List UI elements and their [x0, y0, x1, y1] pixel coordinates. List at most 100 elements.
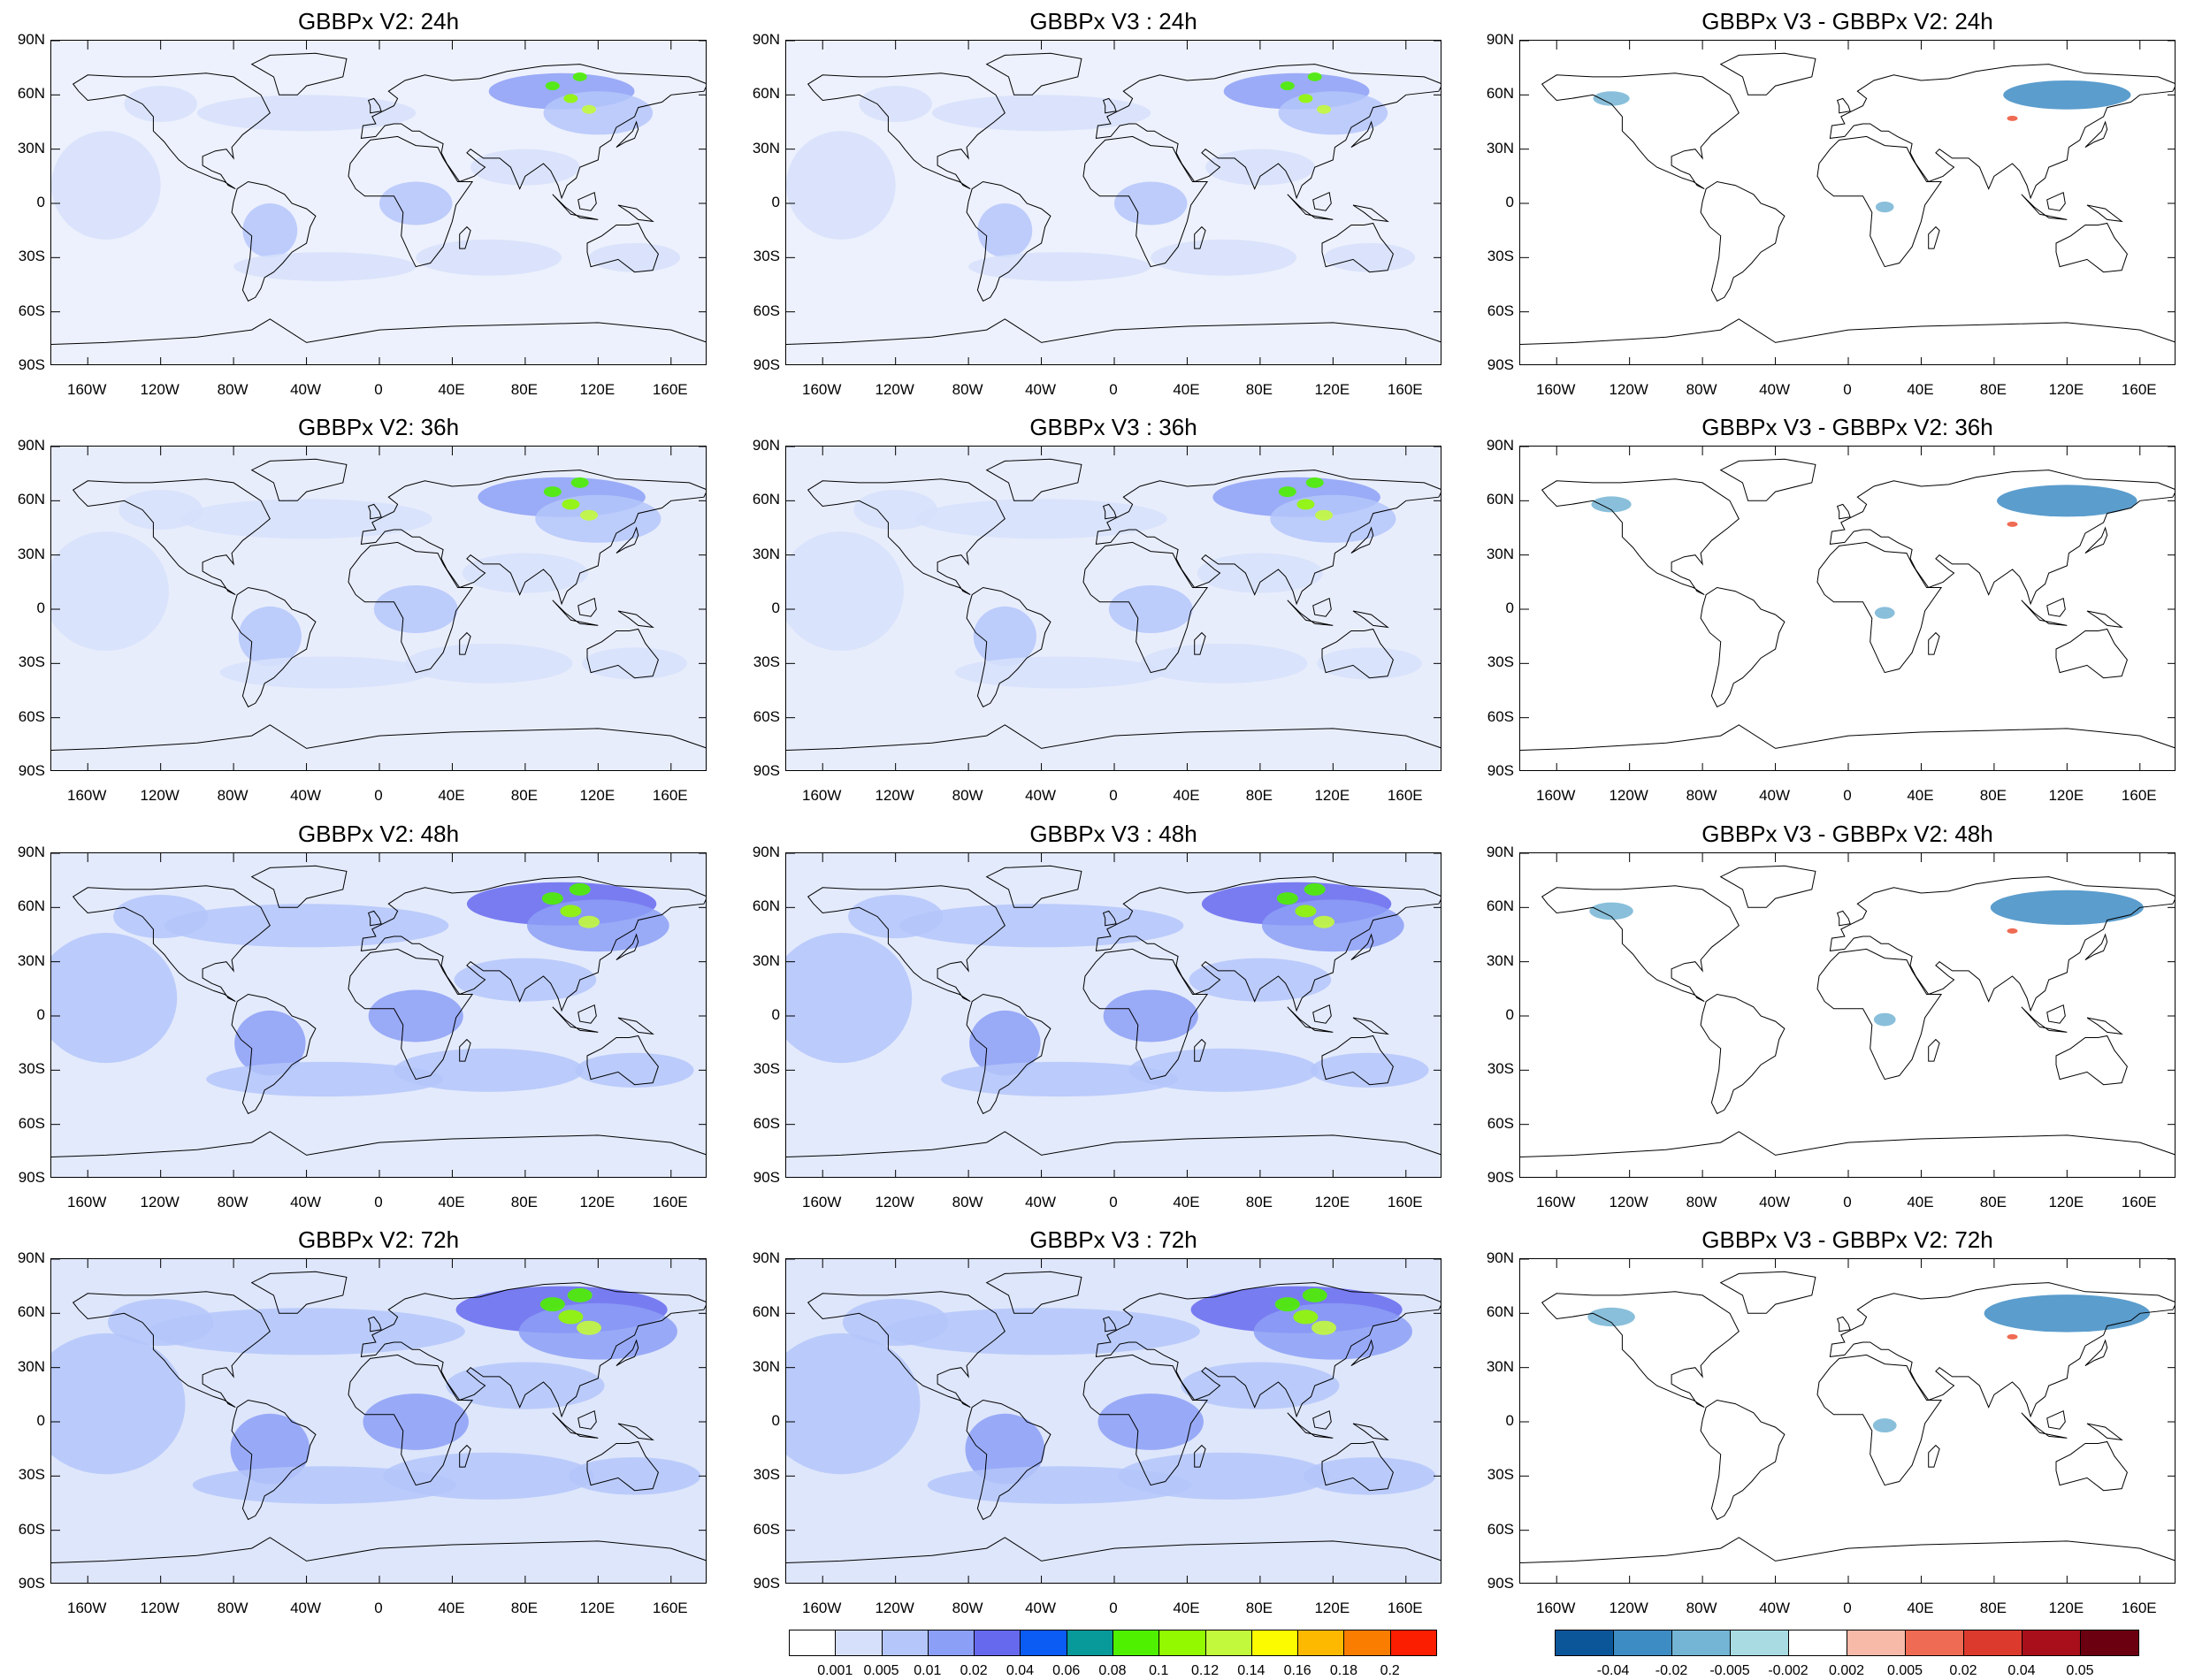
- longitude-label: 160E: [1387, 787, 1423, 804]
- concentration-plume: [446, 1362, 605, 1409]
- concentration-plume: [786, 531, 904, 652]
- concentration-plume: [242, 203, 298, 258]
- latitude-label: 0: [36, 194, 45, 210]
- concentration-hotspot: [1313, 915, 1335, 928]
- concentration-plume: [51, 131, 161, 240]
- concentration-hotspot: [545, 81, 560, 91]
- longitude-label: 160W: [67, 787, 107, 804]
- concentration-plume: [233, 252, 417, 281]
- map-panel: GBBPx V3 - GBBPx V2: 48h 90N 60N 30N 0 30S 60S…: [1487, 821, 2176, 1210]
- latitude-label: 30S: [18, 653, 45, 671]
- coastline-uk: [367, 1316, 382, 1333]
- panel-title: GBBPx V2: 24h: [297, 8, 460, 34]
- concentration-hotspot: [1295, 905, 1317, 918]
- map-frame: [785, 446, 1441, 771]
- coastline-greenland: [1719, 458, 1816, 501]
- coastline-borneo: [1312, 1409, 1332, 1430]
- colorbar-label: 0.08: [1098, 1663, 1127, 1678]
- longitude-label: 160W: [802, 1194, 842, 1210]
- coastline-greenland: [250, 52, 348, 95]
- coastline-antarctica: [786, 724, 1441, 751]
- coastline-samerica: [231, 180, 317, 302]
- coastline-antarctica: [1520, 724, 2175, 751]
- coastline-antarctica: [786, 1537, 1441, 1563]
- coastline-africa: [348, 541, 474, 674]
- concentration-plume: [977, 203, 1033, 258]
- colorbar-swatch: [1905, 1630, 1964, 1656]
- coastline-japan: [1350, 1339, 1374, 1367]
- coastline-greenland: [1719, 1271, 1816, 1314]
- coastline-madagascar: [1194, 225, 1206, 249]
- concentration-plume: [1128, 1048, 1319, 1092]
- coastline-japan: [616, 526, 639, 554]
- coastline-borneo: [1312, 597, 1332, 617]
- colorbar-swatch: [1204, 1630, 1252, 1656]
- coastline-australia: [586, 1035, 659, 1086]
- difference-positive-spot: [2007, 521, 2018, 527]
- latitude-label: 30N: [1486, 1357, 1514, 1375]
- concentration-plume: [954, 656, 1165, 689]
- concentration-plume: [164, 904, 449, 948]
- coastline-newguinea: [2086, 610, 2123, 629]
- concentration-plume: [1270, 494, 1396, 543]
- latitude-label: 30N: [752, 1357, 780, 1375]
- longitude-label: 40W: [1025, 381, 1057, 398]
- concentration-plume: [1118, 1452, 1330, 1500]
- latitude-label: 60S: [1487, 1114, 1514, 1132]
- coastline-eurasia: [1829, 876, 2175, 1012]
- panel-title: GBBPx V3 - GBBPx V2: 24h: [1701, 8, 1993, 34]
- longitude-label: 80W: [1686, 381, 1717, 398]
- longitude-label: 120E: [579, 1194, 616, 1210]
- coastline-borneo: [2046, 1409, 2066, 1430]
- longitude-label: 40E: [1907, 1194, 1934, 1210]
- coastline-newguinea: [2086, 204, 2123, 223]
- longitude-label: 80W: [217, 787, 249, 804]
- longitude-label: 160W: [67, 1194, 107, 1210]
- concentration-hotspot: [577, 1320, 602, 1335]
- coastline-japan: [616, 933, 639, 961]
- latitude-label: 60N: [1486, 897, 1514, 915]
- concentration-plume: [1317, 647, 1422, 680]
- concentration-hotspot: [543, 486, 562, 498]
- longitude-label: 120E: [2048, 787, 2084, 804]
- coastline-uk: [1102, 503, 1117, 520]
- longitude-label: 160W: [1536, 381, 1576, 398]
- coastline-australia: [2055, 222, 2128, 273]
- coastline-uk: [1102, 910, 1117, 927]
- difference-positive-spot: [2007, 928, 2018, 934]
- latitude-label: 90S: [1487, 356, 1514, 373]
- colorbar-label: 0.05: [2066, 1663, 2094, 1678]
- concentration-plume: [1108, 585, 1193, 633]
- coastline-greenland: [985, 458, 1082, 501]
- latitude-label: 30S: [1487, 248, 1514, 265]
- coastline-indonesia: [1287, 599, 1334, 626]
- latitude-label: 90S: [18, 1169, 45, 1186]
- longitude-label: 0: [1843, 1600, 1852, 1616]
- coastline-japan: [2084, 933, 2108, 961]
- longitude-label: 160W: [1536, 1194, 1576, 1210]
- coastline-madagascar: [1928, 225, 1940, 249]
- longitude-label: 160E: [2121, 1600, 2157, 1616]
- colorbar-label: 0.04: [2007, 1663, 2036, 1678]
- longitude-label: 160W: [1536, 787, 1576, 804]
- concentration-plume: [899, 904, 1184, 948]
- concentration-plume: [1205, 149, 1315, 186]
- coastline-africa: [1816, 135, 1943, 268]
- concentration-hotspot: [580, 509, 599, 521]
- difference-plume: [1984, 1294, 2151, 1333]
- coastline-uk: [367, 910, 382, 927]
- longitude-label: 160E: [652, 1194, 688, 1210]
- coastline-madagascar: [459, 1444, 471, 1468]
- coastline-australia: [1321, 628, 1394, 679]
- difference-plume: [1996, 485, 2137, 517]
- colorbar-label: -0.04: [1596, 1663, 1630, 1678]
- latitude-label: 60S: [753, 302, 780, 319]
- concentration-plume: [180, 499, 432, 539]
- longitude-label: 40E: [1173, 1600, 1200, 1616]
- coastline-namerica: [1541, 478, 1740, 596]
- coastline-indonesia: [552, 194, 599, 220]
- panel-title: GBBPx V3 : 72h: [1029, 1226, 1197, 1253]
- latitude-label: 60N: [17, 1303, 45, 1321]
- longitude-label: 80E: [1979, 1194, 2007, 1210]
- longitude-label: 80W: [952, 1600, 983, 1616]
